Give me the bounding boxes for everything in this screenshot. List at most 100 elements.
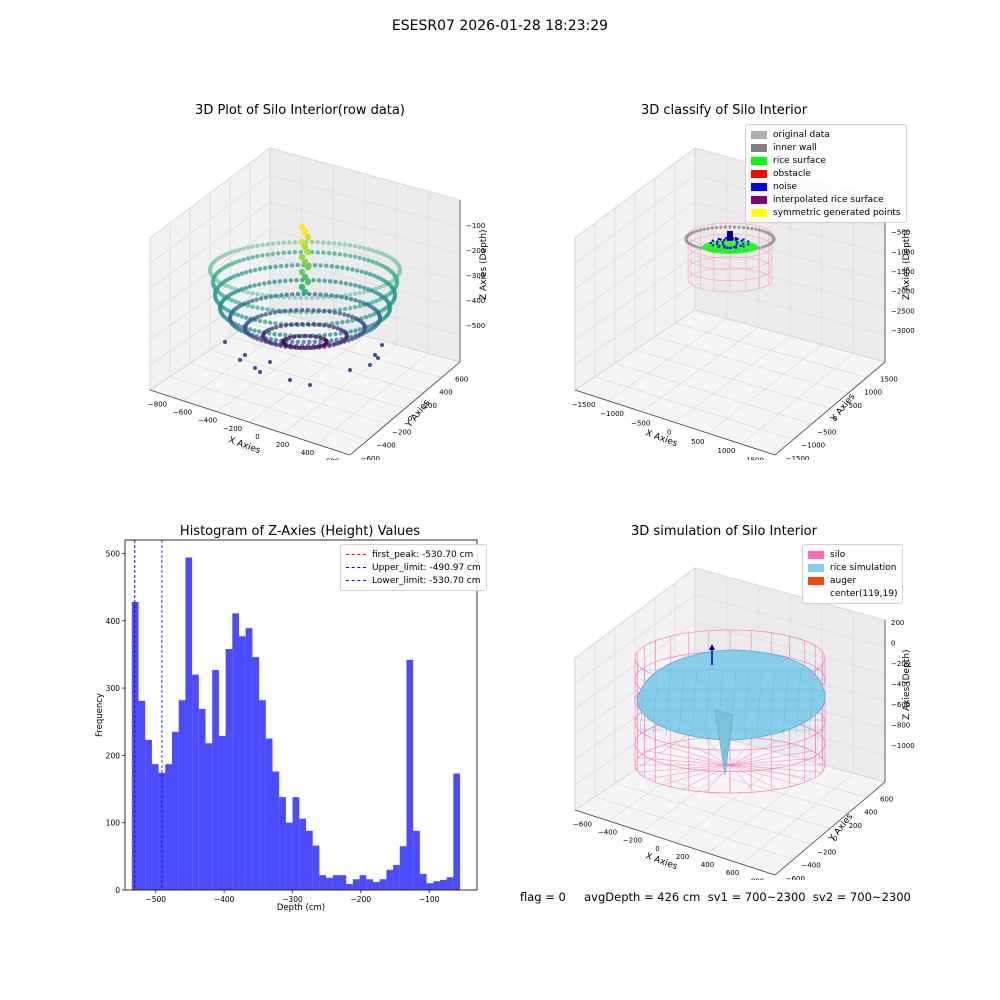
legend-entry: rice simulation [808, 561, 897, 574]
histogram-bar [212, 669, 219, 890]
scatter-point [353, 328, 358, 333]
scatter-point [288, 322, 294, 327]
grid-line [149, 282, 271, 365]
histogram-bar [285, 822, 293, 890]
wall-point [763, 244, 768, 248]
scatter-point [229, 298, 235, 303]
scatter-point [298, 238, 306, 246]
scatter-point [337, 241, 342, 247]
scatter-point [274, 325, 279, 330]
histogram-bar [319, 875, 327, 890]
x-tick-label: −400 [214, 895, 235, 904]
scatter-point [362, 245, 367, 251]
noise-point [718, 244, 721, 248]
scatter-point [239, 271, 245, 276]
histogram-bar [178, 700, 186, 890]
scatter-point [276, 251, 281, 256]
y-tick-label: 0 [115, 886, 120, 895]
scatter-point [357, 284, 363, 289]
wall-point [695, 229, 699, 233]
scatter-point [309, 295, 315, 301]
legend-entry: inner wall [751, 141, 901, 154]
grid-line [269, 201, 461, 255]
scatter-point [342, 306, 348, 312]
scatter-point [344, 332, 349, 337]
histogram-bar [386, 869, 394, 890]
scatter-point [344, 295, 349, 301]
scatter-point [232, 274, 237, 279]
scatter-point [299, 321, 305, 327]
scatter-point [265, 252, 270, 257]
wall-point [750, 227, 754, 231]
scatter-point [327, 309, 333, 314]
legend-swatch [808, 576, 824, 585]
x-tick-label: 400 [301, 449, 314, 457]
scatter-point [235, 312, 241, 318]
histogram-bar [346, 883, 353, 890]
z-tick-label: −600 [891, 701, 910, 709]
scatter-point [374, 298, 379, 304]
raw-3d-ticks: −800−600−400−2000200400600−600−400−20002… [148, 222, 485, 460]
y-tick-label: 500 [106, 549, 121, 558]
histogram-bar [372, 881, 380, 890]
scatter-point [247, 327, 253, 332]
scatter-point [357, 290, 362, 296]
noise-cluster [727, 231, 733, 241]
x-tick-label: 200 [276, 441, 289, 449]
simulation-legend: silo rice simulation auger center(119,19) [802, 544, 904, 604]
scatter-point [274, 342, 279, 347]
scatter-point [287, 335, 292, 340]
scatter-point [337, 252, 343, 257]
y-tick-label: 1500 [880, 375, 898, 383]
scatter-point [359, 269, 364, 274]
scatter-point [289, 263, 295, 268]
y-tick-label: −200 [392, 428, 411, 436]
histogram-bar [198, 708, 206, 890]
z-tick-label: 0 [891, 640, 895, 648]
scatter-point [260, 306, 265, 311]
noise-point [721, 241, 725, 244]
scatter-point [315, 250, 321, 255]
scatter-point [255, 292, 260, 297]
plot-frame [124, 539, 478, 891]
legend-entry: symmetric generated points [751, 206, 901, 219]
scatter-point [321, 342, 327, 348]
rice-surface [636, 649, 826, 741]
wall-point [757, 228, 762, 232]
scatter-point [340, 265, 345, 270]
scatter-point [270, 241, 276, 246]
scatter-point [259, 313, 264, 318]
grid-line [694, 594, 886, 648]
x-tick-label: 200 [676, 853, 689, 861]
status-footer: flag = 0 avgDepth = 426 cm sv1 = 700~230… [520, 890, 911, 904]
scatter-point [357, 299, 362, 304]
scatter-point [257, 318, 263, 324]
scatter-point [292, 249, 298, 255]
histogram-bar [151, 764, 159, 890]
classify-zlabel: Z Axies (Depth) [902, 229, 912, 300]
scatter-point [348, 282, 353, 287]
z-tick-label: −1000 [891, 742, 915, 750]
legend-swatch [808, 563, 824, 572]
scatter-point [377, 297, 382, 302]
scatter-point [373, 353, 377, 357]
legend-swatch [751, 169, 767, 178]
scatter-point [366, 246, 371, 252]
scatter-point [233, 299, 238, 304]
y-tick-label: 400 [439, 389, 452, 397]
wall-point [698, 228, 703, 232]
rice-mesh-line [639, 667, 646, 736]
scatter-point [365, 287, 371, 292]
legend-label: first_peak: -530.70 cm [372, 549, 474, 560]
noise-point [734, 238, 738, 242]
scatter-point [268, 360, 272, 364]
scatter-point [246, 299, 251, 305]
scatter-point [243, 285, 249, 291]
rice-mesh-line [743, 667, 750, 736]
scatter-point [254, 297, 259, 302]
scatter-point [250, 291, 255, 296]
scatter-point [284, 292, 289, 297]
scatter-point [241, 257, 246, 262]
legend-label: original data [773, 129, 830, 140]
scatter-point [229, 261, 235, 266]
